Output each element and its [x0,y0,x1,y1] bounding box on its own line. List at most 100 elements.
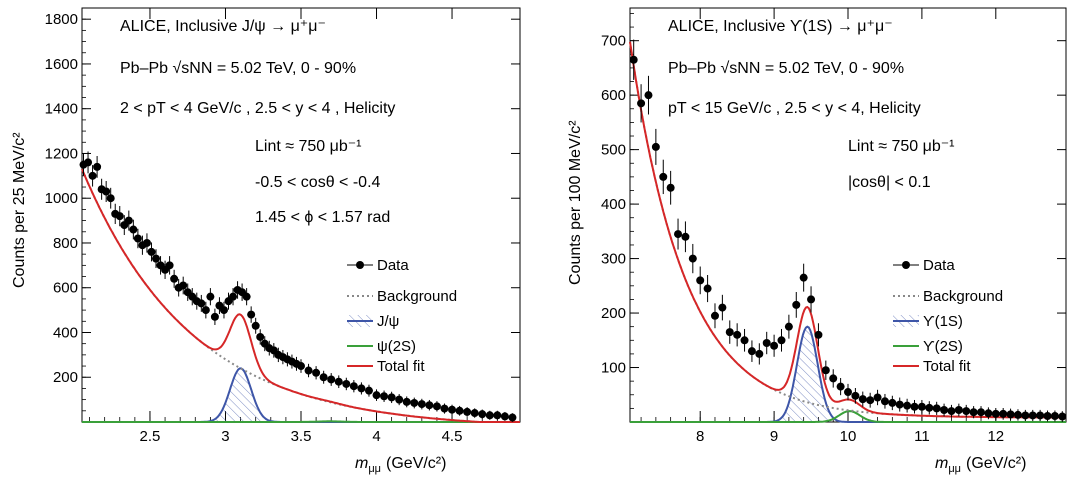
x-axis-title-left: mμμ (GeV/c²) [355,455,446,475]
data-point-left [219,306,228,315]
background-curve-right [629,41,1066,419]
data-point-left [142,238,151,247]
data-point-left [197,299,206,308]
x-tick-label-right: 8 [696,428,704,445]
data-point-left [327,375,336,384]
legend-marker-data-right [902,261,910,269]
annotation-lumi-right: Lint ≈ 750 μb⁻¹ [848,138,955,155]
data-point-left [380,392,389,401]
data-point-left [364,386,373,395]
data-point-right [925,403,934,412]
data-point-right [1006,410,1015,419]
x-tick-label-left: 3.5 [291,428,312,445]
data-point-right [969,408,978,417]
y-tick-label-left: 200 [53,369,78,386]
legend-right: Data Background ϒ(1S) ϒ(2S) Total fit [893,257,1003,375]
data-point-right [777,336,786,345]
legend-left: Data Background J/ψ ψ(2S) Total fit [347,257,457,375]
data-point-right [703,284,712,293]
y-tick-label-right: 500 [601,142,626,159]
data-point-right [755,349,764,358]
annotation-system-right: Pb–Pb √sNN = 5.02 TeV, 0 - 90% [668,60,904,77]
data-point-right [637,99,646,108]
data-point-left [319,373,328,382]
data-point-right [659,172,668,181]
data-point-right [733,330,742,339]
legend-label-data-left: Data [377,257,409,274]
data-point-left [124,216,133,225]
y-tick-label-right: 700 [601,33,626,50]
annotation-kinematics-right: pT < 15 GeV/c , 2.5 < y < 4, Helicity [668,100,921,117]
x-tick-label-right: 10 [840,428,857,445]
data-point-right [762,339,771,348]
data-point-right [1058,412,1067,421]
data-point-right [725,328,734,337]
data-point-left [485,411,494,420]
data-point-left [425,401,434,410]
data-point-right [932,404,941,413]
y-tick-label-left: 600 [53,280,78,297]
x-tick-label-left: 4.5 [442,428,463,445]
annotation-title-left: ALICE, Inclusive J/ψ → μ⁺μ⁻ [120,18,326,35]
data-point-right [1021,411,1030,420]
data-point-left [210,312,219,321]
data-point-left [455,406,464,415]
data-point-right [984,409,993,418]
data-point-left [312,368,321,377]
data-point-right [880,397,889,406]
annotation-kinematics-left: 2 < pT < 4 GeV/c , 2.5 < y < 4 , Helicit… [120,100,395,117]
data-point-right [895,400,904,409]
y-tick-label-right: 600 [601,87,626,104]
signal2-curve-left [82,420,520,423]
legend-label-totalfit-right: Total fit [923,358,971,375]
annotation-system-left: Pb–Pb √sNN = 5.02 TeV, 0 - 90% [120,60,356,77]
y-tick-label-left: 800 [53,235,78,252]
y-tick-label-right: 100 [601,360,626,377]
total-fit-curve-right [629,41,1066,419]
y-tick-label-left: 1000 [45,190,78,207]
data-point-right [696,276,705,285]
legend-label-signal-left: J/ψ [377,313,399,330]
data-point-right [962,407,971,416]
data-point-right [784,322,793,331]
data-point-right [940,406,949,415]
legend-label-signal-right: ϒ(1S) [923,313,963,330]
data-point-left [170,274,179,283]
data-point-left [493,411,502,420]
data-point-right [674,230,683,239]
data-point-right [910,402,919,411]
data-point-left [357,384,366,393]
data-point-left [251,321,260,330]
data-point-left [152,254,161,263]
data-point-left [410,398,419,407]
x-tick-label-right: 9 [770,428,778,445]
data-point-right [807,295,816,304]
chart-panel-right: 100 200 300 400 500 600 700 8 9 10 11 12 ALICE, Inc… [567,7,1067,475]
data-point-left [165,261,174,270]
legend-marker-data-left [356,261,364,269]
data-point-right [747,347,756,356]
y-axis-title-right: Counts per 100 MeV/c² [567,120,584,285]
data-point-left [106,194,115,203]
data-point-left [349,382,358,391]
y-tick-label-left: 400 [53,324,78,341]
data-point-right [947,407,956,416]
legend-label-background-right: Background [923,288,1003,305]
data-point-left [440,404,449,413]
x-axis-title-right: mμμ (GeV/c²) [935,455,1026,475]
data-point-left [508,413,517,422]
data-point-right [977,408,986,417]
y-tick-label-right: 200 [601,305,626,322]
data-point-right [740,336,749,345]
legend-label-background-left: Background [377,288,457,305]
data-point-right [718,303,727,312]
data-point-left [88,171,97,180]
data-point-right [688,254,697,263]
x-tick-label-left: 3 [221,428,229,445]
data-point-right [1028,411,1037,420]
y-tick-label-left: 1800 [45,11,78,28]
data-point-left [297,362,305,371]
data-point-right [1013,410,1022,419]
x-tick-label-left: 4 [372,428,380,445]
data-point-left [256,332,265,341]
